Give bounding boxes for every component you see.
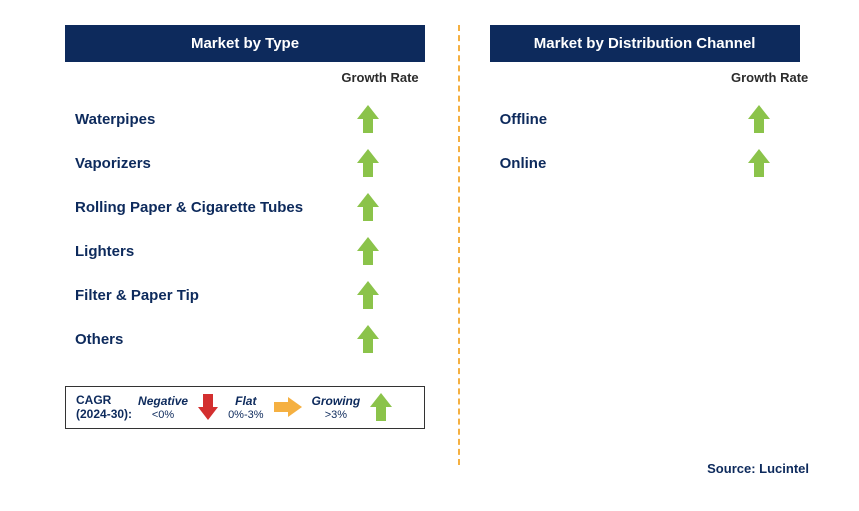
legend-growing-arrow-wrap — [370, 393, 392, 421]
arrow-right-icon — [274, 397, 302, 417]
legend-negative: Negative <0% — [138, 394, 188, 421]
left-item-row: Rolling Paper & Cigarette Tubes — [30, 185, 448, 229]
arrow-cell — [323, 105, 413, 133]
legend-growing: Growing >3% — [312, 394, 361, 421]
arrow-cell — [323, 237, 413, 265]
arrow-cell — [323, 193, 413, 221]
right-item-row: Online — [470, 141, 829, 185]
left-item-label: Lighters — [30, 243, 323, 260]
left-item-label: Others — [30, 331, 323, 348]
left-column: Market by Type Growth Rate Waterpipes Vap… — [30, 25, 448, 486]
arrow-up-icon — [357, 325, 379, 353]
left-items: Waterpipes Vaporizers Rolling Paper & Ciga… — [30, 97, 448, 361]
right-item-label: Offline — [470, 111, 714, 128]
arrow-up-icon — [748, 149, 770, 177]
legend-growing-range: >3% — [325, 409, 347, 421]
legend-negative-range: <0% — [152, 409, 174, 421]
left-item-row: Filter & Paper Tip — [30, 273, 448, 317]
right-items: Offline Online — [470, 97, 829, 185]
right-header: Market by Distribution Channel — [490, 25, 800, 62]
left-item-row: Waterpipes — [30, 97, 448, 141]
arrow-down-icon — [198, 394, 218, 420]
arrow-up-icon — [357, 149, 379, 177]
legend-negative-arrow-wrap — [198, 394, 218, 420]
arrow-up-icon — [748, 105, 770, 133]
arrow-up-icon — [357, 237, 379, 265]
left-item-label: Rolling Paper & Cigarette Tubes — [30, 199, 323, 216]
legend-growing-label: Growing — [312, 394, 361, 408]
left-item-row: Vaporizers — [30, 141, 448, 185]
legend-negative-label: Negative — [138, 394, 188, 408]
right-item-label: Online — [470, 155, 714, 172]
left-header: Market by Type — [65, 25, 425, 62]
left-item-label: Filter & Paper Tip — [30, 287, 323, 304]
right-item-row: Offline — [470, 97, 829, 141]
left-item-label: Waterpipes — [30, 111, 323, 128]
left-item-row: Others — [30, 317, 448, 361]
right-column: Market by Distribution Channel Growth Ra… — [470, 25, 829, 486]
infographic-columns: Market by Type Growth Rate Waterpipes Vap… — [30, 25, 829, 486]
left-item-row: Lighters — [30, 229, 448, 273]
left-growth-label: Growth Rate — [335, 70, 425, 85]
arrow-up-icon — [357, 193, 379, 221]
cagr-line2: (2024-30): — [76, 407, 132, 421]
arrow-cell — [714, 149, 804, 177]
right-growth-label: Growth Rate — [725, 70, 815, 85]
arrow-cell — [323, 325, 413, 353]
legend-flat: Flat 0%-3% — [228, 394, 263, 421]
arrow-up-icon — [370, 393, 392, 421]
legend-flat-arrow-wrap — [274, 397, 302, 417]
legend-box: CAGR (2024-30): Negative <0% Flat 0%-3% … — [65, 386, 425, 429]
column-divider — [458, 25, 460, 465]
arrow-cell — [323, 281, 413, 309]
source-label: Source: Lucintel — [707, 461, 809, 476]
arrow-cell — [714, 105, 804, 133]
legend-flat-range: 0%-3% — [228, 409, 263, 421]
legend-flat-label: Flat — [235, 394, 256, 408]
arrow-up-icon — [357, 105, 379, 133]
left-item-label: Vaporizers — [30, 155, 323, 172]
arrow-up-icon — [357, 281, 379, 309]
cagr-line1: CAGR — [76, 393, 111, 407]
arrow-cell — [323, 149, 413, 177]
legend-cagr: CAGR (2024-30): — [76, 393, 132, 422]
